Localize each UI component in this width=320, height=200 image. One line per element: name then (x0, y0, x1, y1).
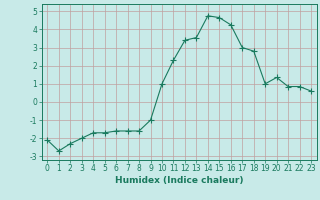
X-axis label: Humidex (Indice chaleur): Humidex (Indice chaleur) (115, 176, 244, 185)
